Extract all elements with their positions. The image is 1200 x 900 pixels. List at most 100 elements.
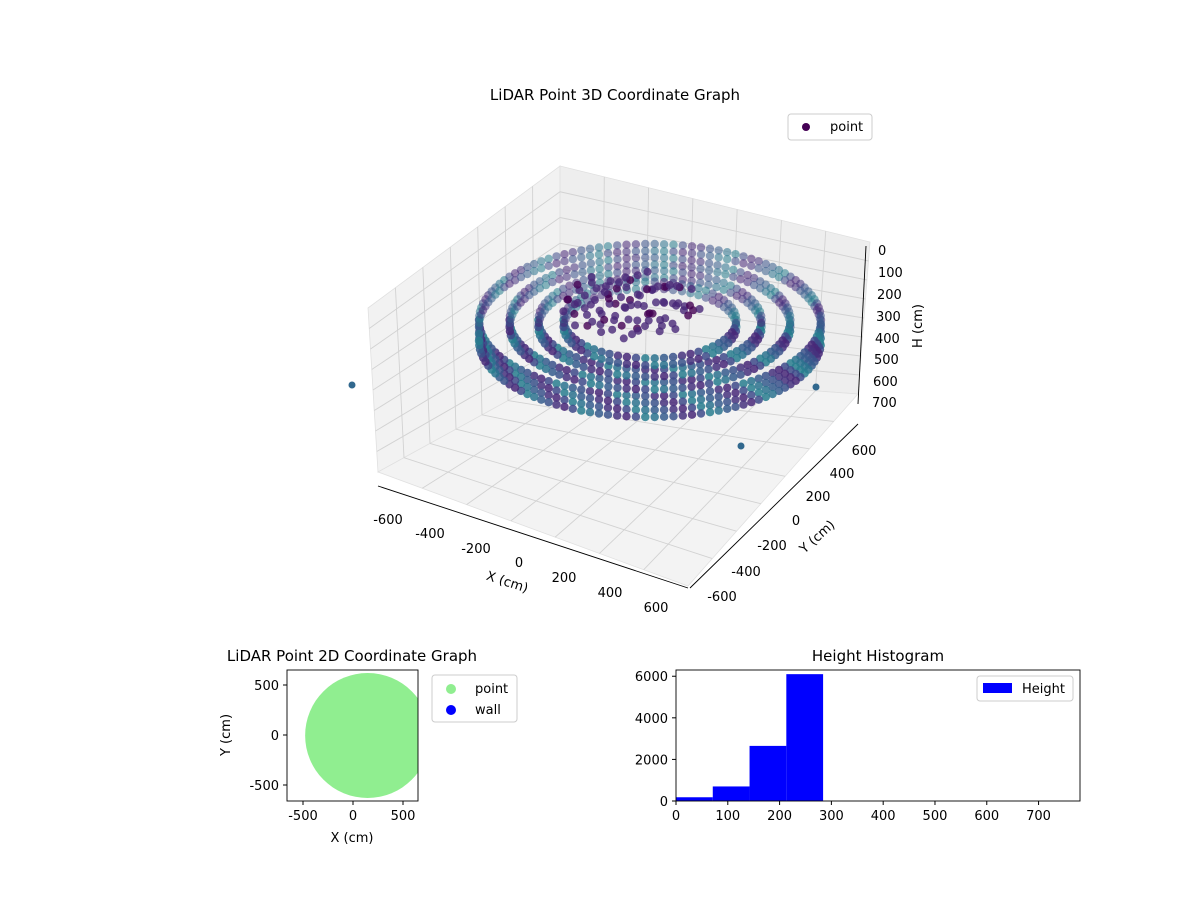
data-point	[641, 354, 650, 363]
data-point	[530, 266, 539, 276]
data-point	[611, 299, 620, 308]
data-point	[669, 240, 678, 249]
data-point	[604, 263, 613, 272]
data-point	[571, 321, 579, 330]
outlier-point	[737, 442, 745, 450]
data-point	[694, 291, 703, 300]
data-point	[586, 266, 596, 275]
data-point	[613, 397, 622, 406]
y-axis-label: Y (cm)	[796, 518, 838, 558]
x-tick-label: -600	[373, 513, 403, 528]
data-point	[603, 410, 613, 419]
data-point	[595, 367, 604, 376]
data-point	[712, 282, 721, 292]
data-point	[774, 365, 784, 375]
data-point	[578, 268, 587, 277]
data-point	[548, 360, 557, 370]
data-point	[743, 367, 752, 377]
data-point	[736, 268, 745, 277]
chart-2d-title: LiDAR Point 2D Coordinate Graph	[227, 647, 477, 665]
data-point	[687, 256, 696, 265]
legend-2d: point wall	[431, 674, 518, 723]
grid-line	[429, 442, 737, 532]
x-axis-label: X (cm)	[484, 569, 530, 597]
z-tick-label: 0	[878, 244, 886, 259]
histogram-bar	[676, 797, 713, 801]
data-point	[754, 395, 763, 404]
data-point	[731, 388, 740, 397]
grid-line	[370, 217, 561, 350]
data-point	[659, 240, 669, 249]
data-point	[624, 315, 633, 324]
data-point	[726, 357, 735, 366]
x-tick-label: 500	[391, 809, 416, 824]
data-point	[585, 387, 595, 396]
data-point	[754, 257, 763, 266]
y-tick-label: -600	[707, 590, 737, 605]
data-point	[694, 347, 703, 356]
data-point	[678, 383, 687, 392]
data-point	[669, 254, 678, 263]
data-point	[669, 405, 678, 414]
z-tick-label: 600	[873, 375, 898, 390]
data-point	[588, 317, 597, 326]
data-point	[732, 347, 741, 356]
data-point	[613, 383, 622, 392]
data-point	[650, 391, 659, 401]
data-point	[595, 374, 604, 383]
data-point	[562, 373, 571, 382]
legend-histogram: Height	[976, 675, 1074, 702]
data-point	[726, 281, 735, 290]
data-point	[552, 252, 561, 261]
data-point	[562, 366, 571, 375]
data-point	[604, 375, 613, 384]
data-point	[617, 293, 625, 302]
data-point	[597, 328, 606, 337]
data-point	[579, 362, 588, 372]
data-point	[713, 268, 722, 277]
data-point	[560, 250, 569, 259]
x-tick-label: 200	[767, 809, 792, 824]
data-point	[552, 393, 561, 402]
y-tick-label: 200	[806, 490, 831, 505]
histogram-y-ticks: 0 2000 4000 6000	[635, 670, 676, 810]
data-point	[641, 398, 650, 408]
data-point	[633, 290, 642, 299]
data-point	[655, 327, 664, 336]
data-point	[530, 378, 539, 388]
data-point	[523, 269, 532, 279]
data-point	[696, 381, 705, 390]
y-tick-label: -500	[249, 779, 279, 794]
legend-label-wall: wall	[475, 703, 501, 718]
data-point	[595, 271, 604, 280]
x-tick-label: 600	[644, 601, 669, 616]
y-axis-line	[689, 423, 859, 589]
data-point	[694, 354, 703, 363]
data-point	[761, 266, 770, 276]
data-point	[559, 284, 568, 293]
data-point	[816, 318, 825, 327]
data-point	[564, 295, 573, 304]
legend-label-height: Height	[1022, 682, 1065, 697]
data-point	[659, 412, 669, 421]
chart-3d: LiDAR Point 3D Coordinate Graph -600 -40…	[348, 86, 926, 616]
data-point	[687, 263, 696, 272]
x-tick-label: 600	[974, 809, 999, 824]
data-point	[739, 386, 748, 395]
data-point	[701, 293, 711, 302]
data-point	[594, 395, 604, 404]
data-point	[570, 368, 579, 377]
outlier-point	[348, 381, 356, 389]
y-tick-label: 600	[852, 444, 877, 459]
data-point	[701, 352, 711, 361]
y-tick-label: 500	[254, 679, 279, 694]
data-point	[585, 401, 595, 410]
data-point	[696, 374, 705, 383]
x-axis-label-2d: X (cm)	[331, 831, 374, 846]
data-point	[678, 397, 687, 406]
data-point	[613, 268, 622, 277]
data-point	[552, 400, 561, 409]
data-point	[580, 304, 589, 313]
data-point	[701, 345, 711, 354]
data-point	[729, 366, 738, 375]
